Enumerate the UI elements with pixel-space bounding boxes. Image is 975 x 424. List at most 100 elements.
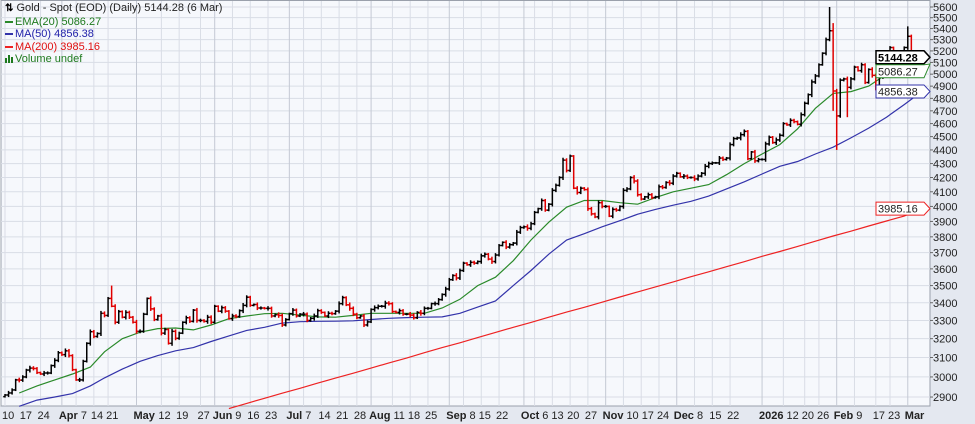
ohlc-bar — [870, 67, 875, 78]
ohlc-bar — [486, 252, 491, 261]
ohlc-bar — [333, 310, 338, 315]
ohlc-bar — [603, 204, 608, 208]
y-tick-label: 5400 — [933, 24, 957, 36]
ohlc-bar — [490, 256, 494, 264]
ohlc-bar — [10, 388, 14, 395]
ohlc-bar — [351, 306, 356, 317]
x-tick-label: 7 — [81, 410, 87, 422]
ohlc-bar — [223, 306, 228, 313]
ohlc-bar — [834, 88, 839, 150]
ohlc-bar — [212, 304, 217, 324]
ma50-path — [19, 90, 923, 407]
ohlc-bar — [63, 348, 68, 358]
x-tick-label: Feb — [834, 410, 854, 422]
ohlc-bar — [667, 180, 672, 186]
y-tick-label: 5500 — [933, 13, 957, 25]
ohlc-bar — [67, 348, 71, 358]
y-tick-label: 3200 — [933, 334, 957, 346]
grid-lines — [1, 1, 930, 406]
x-tick-label: Mar — [905, 410, 925, 422]
x-tick-label: 21 — [336, 410, 348, 422]
ohlc-bar — [248, 295, 253, 307]
ohlc-bar — [838, 78, 843, 118]
ohlc-bar — [81, 359, 85, 382]
ohlc-bar — [625, 187, 629, 193]
ohlc-bar — [355, 312, 359, 320]
chart-legend: ⇅ Gold - Spot (EOD) (Daily) 5144.28 (6 M… — [5, 2, 222, 66]
ohlc-bar — [447, 277, 452, 291]
ohlc-bar — [415, 311, 420, 320]
ohlc-bar — [852, 65, 857, 81]
ohlc-bar — [84, 342, 89, 363]
legend-ema20-label: EMA(20) 5086.27 — [15, 15, 102, 28]
ohlc-bar — [244, 295, 249, 308]
ohlc-bar — [646, 192, 651, 199]
y-tick-label: 4500 — [933, 132, 957, 144]
ohlc-bar — [95, 332, 100, 338]
ohlc-bar — [564, 158, 569, 173]
ohlc-bar — [589, 206, 594, 216]
ohlc-bar — [102, 311, 107, 318]
ohlc-bar — [443, 286, 448, 297]
ohlc-bar — [671, 174, 676, 186]
legend-volume-label: Volume undef — [15, 53, 83, 65]
price-tag-label-price: 5144.28 — [878, 52, 918, 64]
ohlc-bar — [731, 136, 736, 147]
x-tick-label: 17 — [20, 410, 32, 422]
ohlc-bar — [134, 319, 139, 334]
ohlc-bar — [728, 142, 732, 161]
ohlc-bar — [859, 62, 864, 73]
ohlc-bar — [262, 306, 267, 310]
ohlc-bar — [106, 296, 110, 317]
ohlc-bar — [255, 302, 260, 311]
ohlc-bar — [294, 308, 299, 318]
ohlc-bar — [802, 101, 807, 117]
ohlc-bar — [436, 298, 441, 306]
ohlc-bar — [24, 368, 29, 379]
ohlc-bar — [237, 309, 242, 318]
y-tick-label: 4100 — [933, 187, 957, 199]
ohlc-bar — [35, 367, 39, 375]
ohlc-bar — [195, 307, 199, 323]
ohlc-bar — [152, 307, 157, 322]
ohlc-bars — [3, 7, 924, 398]
ohlc-bar — [440, 293, 444, 301]
ohlc-bar — [369, 308, 373, 324]
ema20-line — [18, 63, 923, 394]
ohlc-bar — [308, 317, 313, 322]
x-tick-label: 18 — [408, 410, 420, 422]
y-tick-label: 3400 — [933, 298, 957, 310]
y-tick-label: 4000 — [933, 201, 957, 213]
ohlc-bar — [429, 302, 434, 310]
ohlc-bar — [483, 252, 487, 258]
ohlc-bar — [92, 329, 96, 339]
ohlc-bar — [674, 171, 679, 178]
ohlc-bar — [312, 313, 317, 321]
ohlc-bar — [319, 309, 324, 314]
ohlc-bar — [17, 377, 22, 383]
ohlc-bar — [610, 207, 615, 219]
ohlc-bar — [372, 305, 377, 312]
x-tick-label: 28 — [354, 410, 366, 422]
ohlc-bar — [746, 129, 750, 161]
ohlc-bar — [337, 301, 341, 314]
ohlc-bar — [70, 354, 75, 372]
x-tick-label: 22 — [727, 410, 739, 422]
ema20-path — [18, 63, 923, 394]
y-tick-label: 4700 — [933, 106, 957, 118]
ohlc-bar — [394, 310, 398, 314]
x-axis-ticks: 10 17 24 Apr 7 14 21 May 12 19 27 Jun 9 16 23 Jul 7 14 21 2… — [2, 410, 925, 422]
x-tick-label: 11 — [394, 410, 405, 422]
ohlc-bar — [717, 155, 722, 165]
x-tick-label: Dec — [674, 410, 694, 422]
ohlc-bar — [856, 66, 860, 72]
ohlc-bar — [824, 37, 828, 56]
ohlc-bar — [159, 313, 164, 336]
ohlc-bar — [706, 161, 711, 169]
ohlc-bar — [785, 122, 789, 126]
y-tick-label: 3900 — [933, 216, 957, 228]
ohlc-bar — [578, 186, 583, 195]
ohlc-bar — [767, 135, 771, 146]
ohlc-bar — [131, 315, 135, 324]
ohlc-bar — [198, 318, 203, 323]
